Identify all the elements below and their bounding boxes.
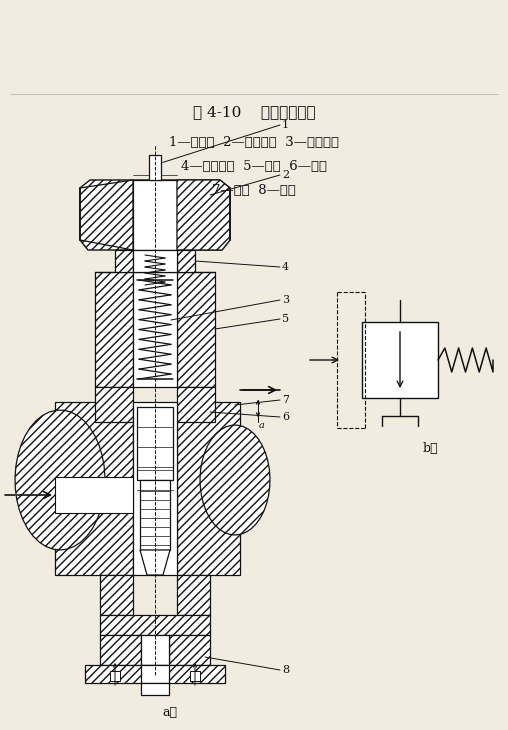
Polygon shape bbox=[85, 665, 225, 683]
Polygon shape bbox=[100, 575, 133, 615]
Polygon shape bbox=[55, 402, 133, 575]
Text: 1—调节杆  2—调节螺帽  3—调压弹簧: 1—调节杆 2—调节螺帽 3—调压弹簧 bbox=[169, 136, 339, 148]
Polygon shape bbox=[133, 272, 177, 387]
Polygon shape bbox=[100, 635, 141, 665]
Polygon shape bbox=[133, 180, 177, 250]
Text: 1: 1 bbox=[282, 120, 289, 130]
Text: 7: 7 bbox=[282, 395, 289, 405]
Bar bbox=[190, 671, 200, 681]
Polygon shape bbox=[177, 272, 215, 387]
Polygon shape bbox=[177, 402, 240, 575]
Polygon shape bbox=[177, 575, 210, 615]
Polygon shape bbox=[55, 477, 133, 513]
Polygon shape bbox=[100, 615, 210, 635]
Polygon shape bbox=[177, 180, 230, 250]
Polygon shape bbox=[140, 550, 170, 575]
Polygon shape bbox=[141, 683, 169, 695]
Polygon shape bbox=[133, 250, 177, 272]
Text: 8: 8 bbox=[282, 665, 289, 675]
Text: 2: 2 bbox=[282, 170, 289, 180]
Polygon shape bbox=[95, 272, 133, 387]
Polygon shape bbox=[80, 180, 230, 250]
Text: 6: 6 bbox=[282, 412, 289, 422]
Polygon shape bbox=[141, 635, 169, 665]
Polygon shape bbox=[137, 407, 173, 480]
Polygon shape bbox=[149, 155, 161, 180]
Text: 5: 5 bbox=[282, 314, 289, 324]
Polygon shape bbox=[115, 250, 133, 272]
Polygon shape bbox=[15, 410, 105, 550]
Text: 3: 3 bbox=[282, 295, 289, 305]
Polygon shape bbox=[95, 387, 133, 422]
Polygon shape bbox=[141, 665, 169, 683]
Text: a）: a） bbox=[163, 707, 177, 720]
Text: 7—阀芯  8—底盖: 7—阀芯 8—底盖 bbox=[212, 183, 296, 196]
Bar bbox=[110, 671, 120, 681]
Polygon shape bbox=[200, 425, 270, 535]
Text: a: a bbox=[259, 420, 265, 429]
Polygon shape bbox=[133, 402, 177, 575]
Text: b）: b） bbox=[422, 442, 438, 455]
Polygon shape bbox=[80, 180, 133, 250]
Bar bbox=[362, 322, 438, 398]
Polygon shape bbox=[177, 387, 215, 422]
Text: 4—锁紧螺母  5—阀盖  6—阀体: 4—锁紧螺母 5—阀盖 6—阀体 bbox=[181, 161, 327, 174]
Polygon shape bbox=[177, 250, 195, 272]
Text: 4: 4 bbox=[282, 262, 289, 272]
Text: 图 4-10    直动型溢流阀: 图 4-10 直动型溢流阀 bbox=[193, 105, 315, 119]
Polygon shape bbox=[140, 480, 170, 550]
Polygon shape bbox=[169, 635, 210, 665]
